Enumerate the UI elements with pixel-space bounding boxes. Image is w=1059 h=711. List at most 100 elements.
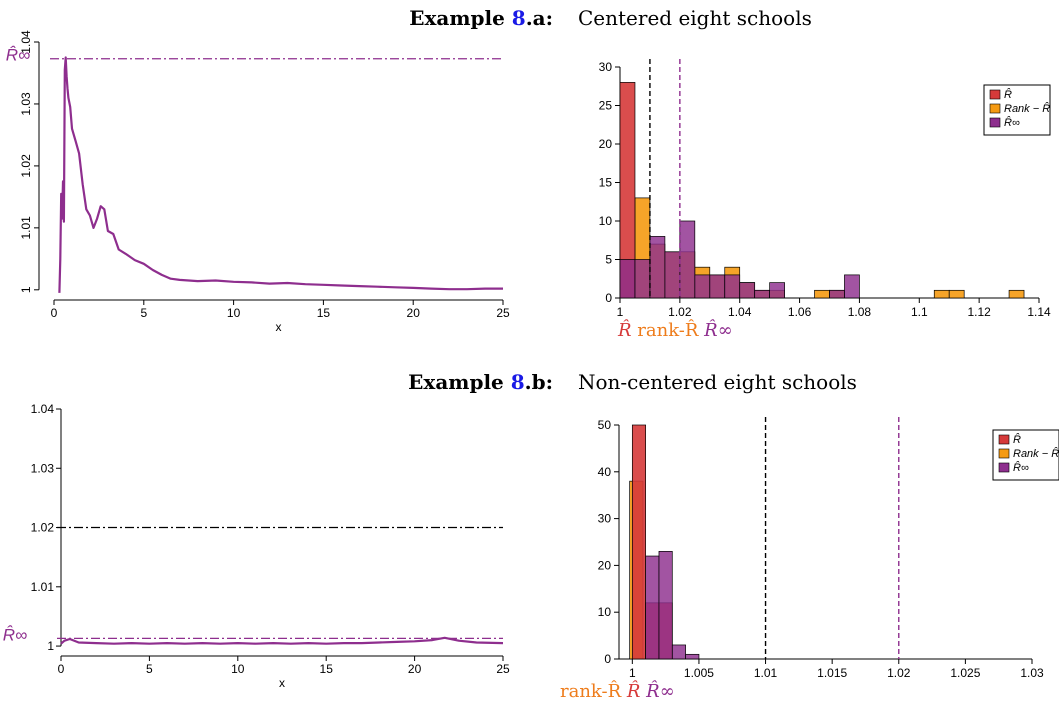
y-tick-label: 30 xyxy=(598,512,612,526)
section-heading-b: Example 8.b: Non-centered eight schools xyxy=(0,370,1059,400)
legend-swatch xyxy=(998,462,1010,473)
x-tick-label: 1.015 xyxy=(817,666,847,680)
histogram-bar xyxy=(933,289,950,299)
histogram-bar xyxy=(649,236,666,299)
x-tick-label: 10 xyxy=(231,662,245,676)
x-tick-label: 20 xyxy=(408,662,422,676)
x-tick-label: 1 xyxy=(629,666,636,680)
label-suffix: .a: xyxy=(525,6,553,30)
y-tick-label: 20 xyxy=(599,137,613,151)
estimator-label: rank-R̂ xyxy=(560,680,622,702)
histogram-chart-a: 0 5 10 15 20 25 30 1 1.02 1.04 1.06 1.08 1.1 1.12 1.14… xyxy=(599,59,1051,341)
legend-label: Rank − R̂ xyxy=(1013,446,1059,460)
y-tick-label: 40 xyxy=(598,465,612,479)
x-tick-label: 1.06 xyxy=(788,305,812,319)
legend-label: R̂∞ xyxy=(1004,115,1020,129)
section-heading-a: Example 8.a: Centered eight schools xyxy=(0,6,1059,36)
y-tick-label: 30 xyxy=(599,60,613,74)
histogram-chart-b: 0 10 20 30 40 50 1 1.005 1.01 1.015 1.02 1.025 1.03 R… xyxy=(560,417,1059,702)
legend-swatch xyxy=(998,434,1010,445)
histogram-bar xyxy=(724,274,741,299)
x-tick-label: 1.02 xyxy=(887,666,911,680)
histogram-bar xyxy=(645,555,660,660)
histogram-bar xyxy=(631,424,646,660)
x-tick-label: 1.03 xyxy=(1020,666,1044,680)
y-tick-label: 1.03 xyxy=(19,92,33,116)
x-tick-label: 1.02 xyxy=(668,305,692,319)
histogram-bar xyxy=(694,274,711,299)
x-axis-title: x xyxy=(279,676,285,690)
legend-label: R̂ xyxy=(1013,432,1021,446)
trace-line xyxy=(58,56,503,293)
label-suffix: .b: xyxy=(524,370,553,394)
legend-swatch xyxy=(989,117,1001,128)
section-label: Example 8.a: xyxy=(409,6,553,30)
x-tick-label: 1.1 xyxy=(911,305,928,319)
label-prefix: Example xyxy=(409,6,512,30)
x-tick-label: 1.04 xyxy=(728,305,752,319)
estimator-label: R̂ xyxy=(621,680,640,702)
y-tick-label: 1.01 xyxy=(19,216,33,240)
y-tick-label: 0 xyxy=(604,652,611,666)
legend: R̂Rank − R̂R̂∞ xyxy=(992,429,1059,481)
x-tick-label: 1 xyxy=(617,305,624,319)
x-tick-label: 10 xyxy=(227,306,241,320)
legend-swatch xyxy=(998,448,1010,459)
y-tick-label: 1.04 xyxy=(31,402,55,416)
y-tick-label: 10 xyxy=(599,214,613,228)
histogram-bar xyxy=(658,551,673,660)
label-number[interactable]: 8 xyxy=(510,370,525,394)
reference-line-label: R̂∞ xyxy=(6,45,30,65)
y-tick-label: 1.02 xyxy=(31,521,55,535)
x-tick-label: 0 xyxy=(58,662,65,676)
x-tick-label: 1.12 xyxy=(967,305,991,319)
histogram-bar xyxy=(671,644,686,660)
x-tick-label: 1.01 xyxy=(754,666,778,680)
legend-label: Rank − R̂ xyxy=(1004,101,1050,115)
y-tick-label: 1.04 xyxy=(19,30,33,54)
trace-chart-a: 1 1.01 1.02 1.03 1.04 0 5 10 15 20 25 x R̂∞ xyxy=(6,30,510,334)
histogram-bar xyxy=(948,289,965,299)
x-tick-label: 1.08 xyxy=(848,305,872,319)
y-tick-label: 15 xyxy=(599,176,613,190)
legend-swatch xyxy=(989,103,1001,114)
section-label: Example 8.b: xyxy=(408,370,553,394)
histogram-bar xyxy=(619,259,636,299)
histogram-bar xyxy=(844,274,860,299)
label-number[interactable]: 8 xyxy=(511,6,526,30)
histogram-bar xyxy=(769,282,785,299)
histogram-bar xyxy=(754,289,770,299)
x-tick-label: 25 xyxy=(496,306,510,320)
x-tick-label: 20 xyxy=(407,306,421,320)
estimator-label: R̂ xyxy=(617,319,632,341)
y-tick-label: 1.03 xyxy=(31,461,55,475)
histogram-bar xyxy=(814,289,830,299)
y-tick-label: 20 xyxy=(598,558,612,572)
trace-chart-b: 1 1.01 1.02 1.03 1.04 0 5 10 15 20 25 x R̂∞ xyxy=(3,402,510,690)
x-tick-label: 1.005 xyxy=(684,666,714,680)
section-title: Centered eight schools xyxy=(578,6,812,30)
x-tick-label: 15 xyxy=(317,306,331,320)
trace-line xyxy=(60,636,504,645)
estimator-label: R̂∞ xyxy=(640,680,674,702)
histogram-bar xyxy=(664,251,681,299)
histogram-bar xyxy=(634,259,651,299)
y-tick-label: 1.02 xyxy=(19,154,33,178)
legend-label: R̂ xyxy=(1004,87,1012,101)
y-tick-label: 1 xyxy=(19,286,33,293)
histogram-bar xyxy=(1008,289,1025,299)
legend: R̂Rank − R̂R̂∞ xyxy=(983,84,1051,136)
histogram-bar xyxy=(685,653,700,660)
x-axis-title: x xyxy=(276,320,282,334)
reference-line-label: R̂∞ xyxy=(3,625,27,645)
y-tick-label: 0 xyxy=(605,291,612,305)
y-tick-label: 1.01 xyxy=(31,580,55,594)
estimator-labels: rank-R̂ R̂ R̂∞ xyxy=(560,680,675,702)
histogram-bar xyxy=(829,289,845,299)
y-tick-label: 1 xyxy=(47,639,54,653)
histogram-bar xyxy=(709,274,726,299)
estimator-label: R̂∞ xyxy=(698,319,732,341)
label-prefix: Example xyxy=(408,370,511,394)
histogram-bar xyxy=(679,220,696,299)
histogram-bar xyxy=(739,282,756,299)
